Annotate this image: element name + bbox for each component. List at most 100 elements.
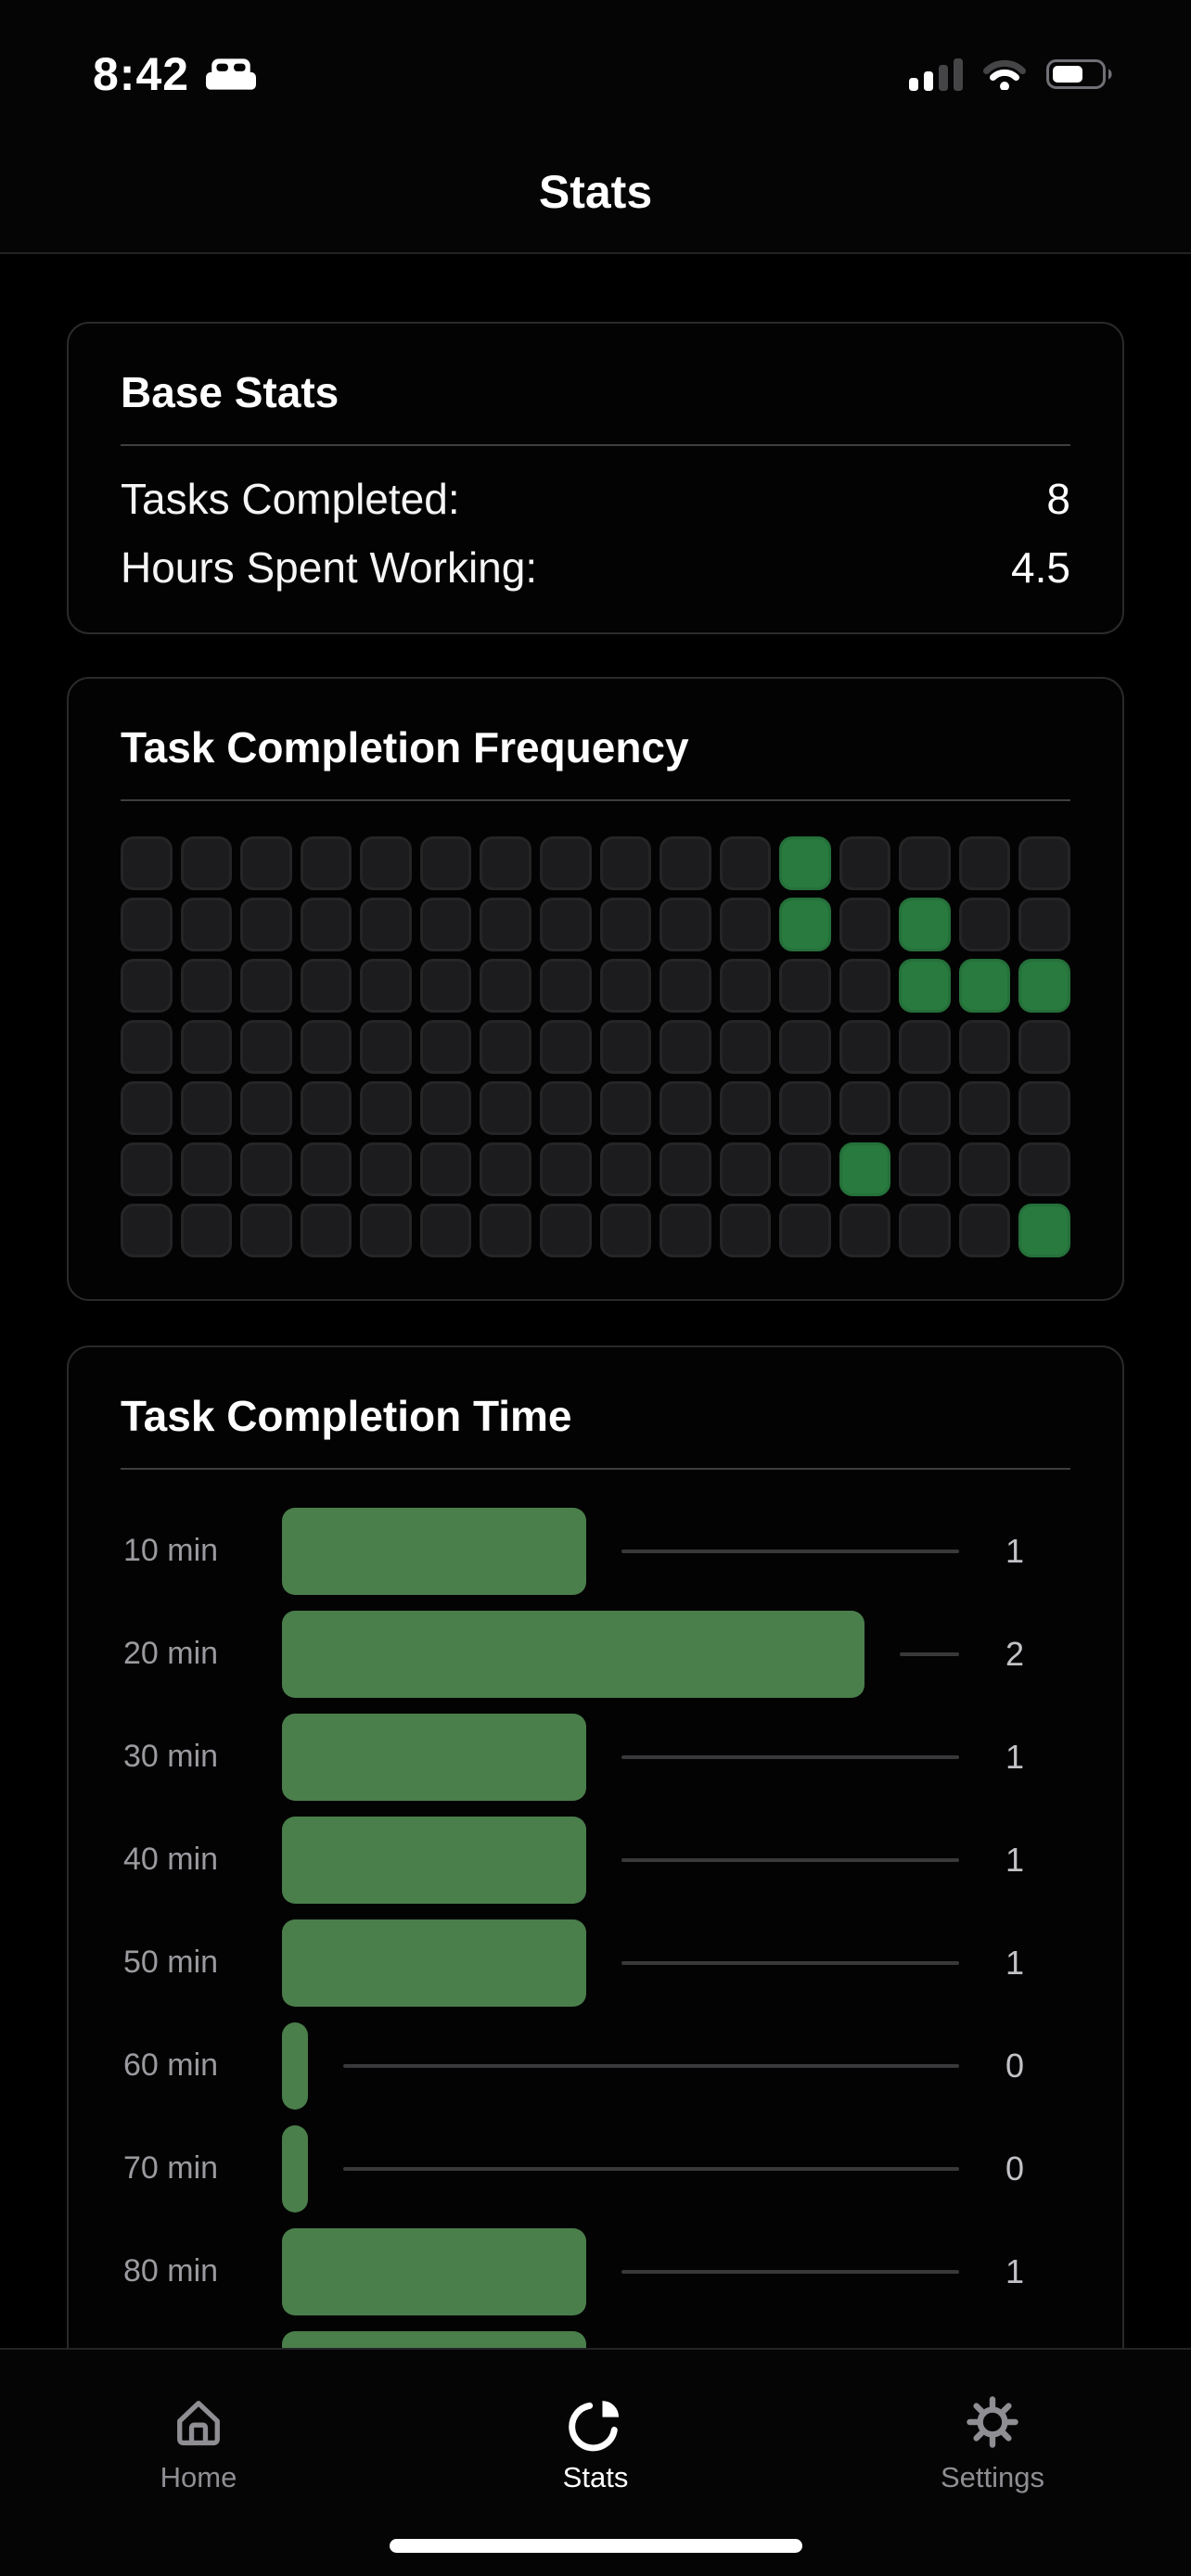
bar-zone (282, 1507, 959, 1595)
bar (282, 1713, 586, 1801)
pie-chart-icon (569, 2401, 620, 2452)
card-divider (121, 799, 1070, 801)
frequency-cell (360, 836, 412, 890)
frequency-cell (180, 1142, 233, 1196)
bar-value: 1 (1005, 1531, 1025, 1570)
frequency-cell (899, 1142, 951, 1196)
bar-row: 60 min 0 (121, 2014, 1070, 2117)
frequency-cell (480, 836, 531, 890)
bar-zone (282, 1816, 959, 1904)
bar (282, 2021, 308, 2110)
tab-label: Stats (562, 2461, 629, 2493)
frequency-cell (958, 836, 1011, 890)
frequency-cell (419, 1081, 472, 1135)
frequency-cell (1018, 959, 1070, 1013)
frequency-cell (839, 1020, 891, 1074)
bar-track (621, 2269, 959, 2274)
frequency-cell (899, 836, 951, 890)
bar-row-label: 30 min (123, 1739, 219, 1774)
frequency-cell (839, 1204, 891, 1257)
frequency-cell (121, 836, 173, 890)
bar-value: 2 (1005, 1634, 1025, 1673)
tab-item-home[interactable]: Home (2, 2350, 395, 2494)
stat-row: Tasks Completed: 8 (121, 472, 1070, 526)
bar-track (621, 1960, 959, 1965)
home-indicator[interactable] (390, 2539, 802, 2553)
tab-bar: Home Stats Settings (0, 2348, 1191, 2576)
tab-item-stats[interactable]: Stats (399, 2350, 792, 2494)
bar-track (621, 1549, 959, 1553)
frequency-cell (899, 898, 951, 951)
cellular-signal-icon (909, 58, 963, 91)
frequency-cell (958, 1204, 1011, 1257)
frequency-cell (599, 836, 652, 890)
bar-value: 1 (1005, 1943, 1025, 1982)
frequency-cell (899, 959, 951, 1013)
frequency-cell (660, 1020, 711, 1074)
frequency-cell (180, 959, 233, 1013)
bar-value: 1 (1005, 2251, 1025, 2290)
frequency-cell (300, 1142, 352, 1196)
frequency-cell (539, 959, 592, 1013)
frequency-cell (539, 1020, 592, 1074)
tab-label: Settings (940, 2461, 1044, 2493)
page-title: Stats (538, 166, 653, 218)
frequency-cell (660, 836, 711, 890)
frequency-cell (899, 1081, 951, 1135)
wifi-icon (983, 59, 1026, 90)
status-right (909, 37, 1115, 111)
frequency-cell (958, 1081, 1011, 1135)
frequency-cell (240, 836, 292, 890)
frequency-cell (360, 1204, 412, 1257)
bar (282, 1507, 586, 1595)
completion-time-card: Task Completion Time 10 min 1 20 min 2 30 mi… (67, 1345, 1124, 2378)
bar-row: 50 min 1 (121, 1911, 1070, 2014)
frequency-cell (1018, 1020, 1070, 1074)
frequency-cell (779, 1142, 831, 1196)
frequency-cell (240, 1081, 292, 1135)
frequency-cell (899, 1204, 951, 1257)
stat-label: Hours Spent Working: (121, 543, 538, 592)
frequency-cell (121, 1142, 173, 1196)
content-scroll-area[interactable]: Base Stats Tasks Completed: 8 Hours Spen… (0, 256, 1191, 2378)
frequency-cell (240, 1204, 292, 1257)
frequency-cell (599, 898, 652, 951)
frequency-cell (779, 1204, 831, 1257)
frequency-cell (419, 959, 472, 1013)
frequency-cell (480, 959, 531, 1013)
frequency-cell (1018, 836, 1070, 890)
frequency-cell (719, 1204, 772, 1257)
bar-track (621, 1754, 959, 1759)
frequency-grid (121, 836, 1070, 1257)
stat-row: Hours Spent Working: 4.5 (121, 541, 1070, 594)
bar-chart: 10 min 1 20 min 2 30 min 1 40 min 1 50 min 1 60 mi… (121, 1499, 1070, 2376)
stat-label: Tasks Completed: (121, 475, 460, 523)
bar-row-label: 20 min (123, 1636, 219, 1671)
frequency-cell (121, 898, 173, 951)
frequency-cell (480, 1081, 531, 1135)
tab-item-settings[interactable]: Settings (796, 2350, 1189, 2494)
bar-value: 1 (1005, 1737, 1025, 1776)
bar-zone (282, 1713, 959, 1801)
bar (282, 2124, 308, 2213)
frequency-cell (300, 1081, 352, 1135)
gear-icon (967, 2396, 1018, 2448)
frequency-cell (779, 1020, 831, 1074)
bar-value: 0 (1005, 2149, 1025, 2187)
frequency-cell (839, 959, 891, 1013)
frequency-cell (360, 898, 412, 951)
frequency-cell (300, 836, 352, 890)
frequency-cell (599, 1020, 652, 1074)
frequency-cell (779, 898, 831, 951)
frequency-title: Task Completion Frequency (121, 723, 689, 772)
frequency-cell (958, 1142, 1011, 1196)
status-bar: 8:42 (0, 37, 1191, 111)
card-divider (121, 444, 1070, 446)
frequency-cell (240, 959, 292, 1013)
frequency-cell (360, 959, 412, 1013)
frequency-cell (539, 1204, 592, 1257)
bar-row: 30 min 1 (121, 1705, 1070, 1808)
frequency-cell (719, 959, 772, 1013)
frequency-cell (419, 836, 472, 890)
frequency-cell (779, 959, 831, 1013)
